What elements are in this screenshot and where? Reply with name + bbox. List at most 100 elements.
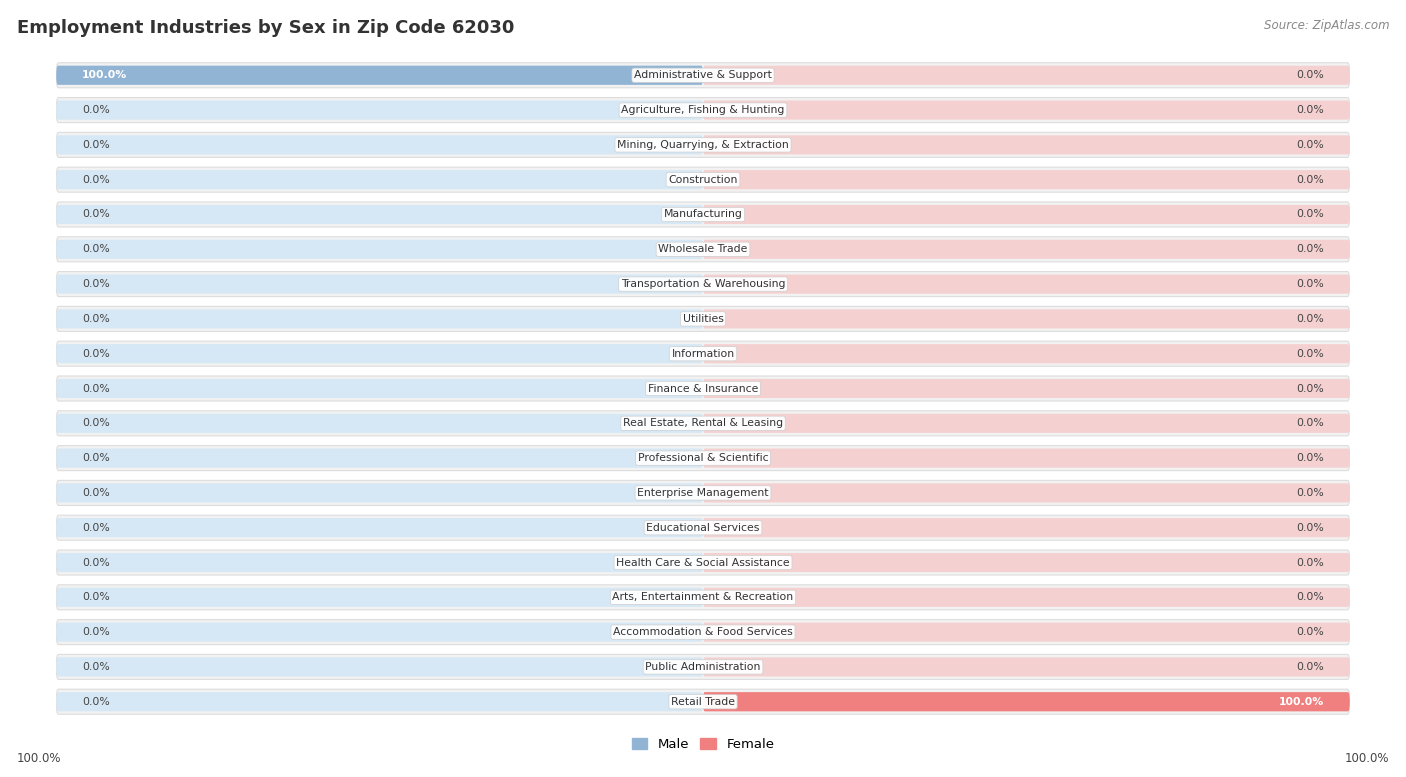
Text: Real Estate, Rental & Leasing: Real Estate, Rental & Leasing bbox=[623, 418, 783, 428]
FancyBboxPatch shape bbox=[56, 448, 703, 468]
Text: Construction: Construction bbox=[668, 175, 738, 185]
Text: 0.0%: 0.0% bbox=[82, 175, 110, 185]
Text: 0.0%: 0.0% bbox=[1296, 627, 1324, 637]
Text: Health Care & Social Assistance: Health Care & Social Assistance bbox=[616, 558, 790, 567]
FancyBboxPatch shape bbox=[56, 379, 703, 398]
FancyBboxPatch shape bbox=[703, 135, 1350, 155]
Text: 0.0%: 0.0% bbox=[1296, 662, 1324, 672]
Text: 0.0%: 0.0% bbox=[82, 523, 110, 533]
FancyBboxPatch shape bbox=[703, 553, 1350, 572]
Text: 0.0%: 0.0% bbox=[1296, 70, 1324, 80]
FancyBboxPatch shape bbox=[56, 657, 703, 677]
FancyBboxPatch shape bbox=[703, 413, 1350, 433]
FancyBboxPatch shape bbox=[56, 483, 703, 503]
Text: Information: Information bbox=[672, 349, 734, 359]
FancyBboxPatch shape bbox=[56, 587, 703, 607]
Text: 0.0%: 0.0% bbox=[1296, 140, 1324, 150]
FancyBboxPatch shape bbox=[56, 585, 1350, 610]
FancyBboxPatch shape bbox=[56, 170, 703, 190]
Text: 0.0%: 0.0% bbox=[82, 662, 110, 672]
FancyBboxPatch shape bbox=[703, 379, 1350, 398]
Text: 0.0%: 0.0% bbox=[82, 384, 110, 393]
Text: Finance & Insurance: Finance & Insurance bbox=[648, 384, 758, 393]
Text: Public Administration: Public Administration bbox=[645, 662, 761, 672]
Text: 0.0%: 0.0% bbox=[82, 279, 110, 289]
FancyBboxPatch shape bbox=[56, 306, 1350, 332]
Text: 0.0%: 0.0% bbox=[1296, 523, 1324, 533]
FancyBboxPatch shape bbox=[703, 100, 1350, 120]
FancyBboxPatch shape bbox=[56, 63, 1350, 88]
Text: 0.0%: 0.0% bbox=[1296, 558, 1324, 567]
Text: Arts, Entertainment & Recreation: Arts, Entertainment & Recreation bbox=[613, 592, 793, 602]
Text: 0.0%: 0.0% bbox=[82, 558, 110, 567]
Text: 0.0%: 0.0% bbox=[82, 697, 110, 707]
FancyBboxPatch shape bbox=[56, 619, 1350, 645]
Text: 100.0%: 100.0% bbox=[1344, 752, 1389, 765]
Text: 0.0%: 0.0% bbox=[1296, 175, 1324, 185]
FancyBboxPatch shape bbox=[56, 274, 703, 294]
FancyBboxPatch shape bbox=[56, 135, 703, 155]
FancyBboxPatch shape bbox=[703, 240, 1350, 259]
Text: 0.0%: 0.0% bbox=[1296, 279, 1324, 289]
Text: 0.0%: 0.0% bbox=[1296, 210, 1324, 219]
FancyBboxPatch shape bbox=[56, 202, 1350, 227]
Text: Wholesale Trade: Wholesale Trade bbox=[658, 244, 748, 254]
Text: 100.0%: 100.0% bbox=[82, 70, 128, 80]
FancyBboxPatch shape bbox=[56, 550, 1350, 575]
FancyBboxPatch shape bbox=[56, 622, 703, 642]
Text: Accommodation & Food Services: Accommodation & Food Services bbox=[613, 627, 793, 637]
Text: 0.0%: 0.0% bbox=[82, 105, 110, 115]
Text: 0.0%: 0.0% bbox=[1296, 105, 1324, 115]
FancyBboxPatch shape bbox=[56, 344, 703, 364]
FancyBboxPatch shape bbox=[56, 205, 703, 224]
FancyBboxPatch shape bbox=[56, 309, 703, 329]
FancyBboxPatch shape bbox=[703, 309, 1350, 329]
FancyBboxPatch shape bbox=[703, 692, 1350, 711]
FancyBboxPatch shape bbox=[56, 341, 1350, 366]
FancyBboxPatch shape bbox=[56, 553, 703, 572]
FancyBboxPatch shape bbox=[703, 657, 1350, 677]
FancyBboxPatch shape bbox=[56, 240, 703, 259]
Text: 0.0%: 0.0% bbox=[82, 349, 110, 359]
FancyBboxPatch shape bbox=[56, 167, 1350, 192]
FancyBboxPatch shape bbox=[56, 445, 1350, 471]
Text: Agriculture, Fishing & Hunting: Agriculture, Fishing & Hunting bbox=[621, 105, 785, 115]
Text: 100.0%: 100.0% bbox=[1278, 697, 1324, 707]
Text: 0.0%: 0.0% bbox=[1296, 453, 1324, 463]
Text: 0.0%: 0.0% bbox=[82, 244, 110, 254]
FancyBboxPatch shape bbox=[56, 654, 1350, 679]
FancyBboxPatch shape bbox=[703, 344, 1350, 364]
FancyBboxPatch shape bbox=[56, 515, 1350, 540]
FancyBboxPatch shape bbox=[56, 518, 703, 537]
FancyBboxPatch shape bbox=[703, 205, 1350, 224]
Text: 0.0%: 0.0% bbox=[1296, 349, 1324, 359]
FancyBboxPatch shape bbox=[703, 587, 1350, 607]
FancyBboxPatch shape bbox=[703, 170, 1350, 190]
FancyBboxPatch shape bbox=[703, 66, 1350, 85]
FancyBboxPatch shape bbox=[56, 98, 1350, 123]
Text: 0.0%: 0.0% bbox=[1296, 488, 1324, 498]
Text: 0.0%: 0.0% bbox=[82, 453, 110, 463]
Text: Manufacturing: Manufacturing bbox=[664, 210, 742, 219]
Text: Retail Trade: Retail Trade bbox=[671, 697, 735, 707]
FancyBboxPatch shape bbox=[703, 448, 1350, 468]
FancyBboxPatch shape bbox=[56, 480, 1350, 506]
Text: Educational Services: Educational Services bbox=[647, 523, 759, 533]
Text: Employment Industries by Sex in Zip Code 62030: Employment Industries by Sex in Zip Code… bbox=[17, 19, 515, 37]
Text: Transportation & Warehousing: Transportation & Warehousing bbox=[621, 279, 785, 289]
Text: 0.0%: 0.0% bbox=[82, 314, 110, 324]
Text: 0.0%: 0.0% bbox=[1296, 244, 1324, 254]
Text: 0.0%: 0.0% bbox=[82, 592, 110, 602]
Text: Administrative & Support: Administrative & Support bbox=[634, 70, 772, 80]
Text: 0.0%: 0.0% bbox=[82, 488, 110, 498]
Text: Mining, Quarrying, & Extraction: Mining, Quarrying, & Extraction bbox=[617, 140, 789, 150]
Text: 0.0%: 0.0% bbox=[1296, 314, 1324, 324]
FancyBboxPatch shape bbox=[56, 411, 1350, 436]
FancyBboxPatch shape bbox=[56, 66, 703, 85]
Text: 0.0%: 0.0% bbox=[82, 627, 110, 637]
FancyBboxPatch shape bbox=[703, 692, 1350, 711]
FancyBboxPatch shape bbox=[56, 237, 1350, 262]
Text: Source: ZipAtlas.com: Source: ZipAtlas.com bbox=[1264, 19, 1389, 33]
FancyBboxPatch shape bbox=[56, 413, 703, 433]
Text: 0.0%: 0.0% bbox=[82, 140, 110, 150]
